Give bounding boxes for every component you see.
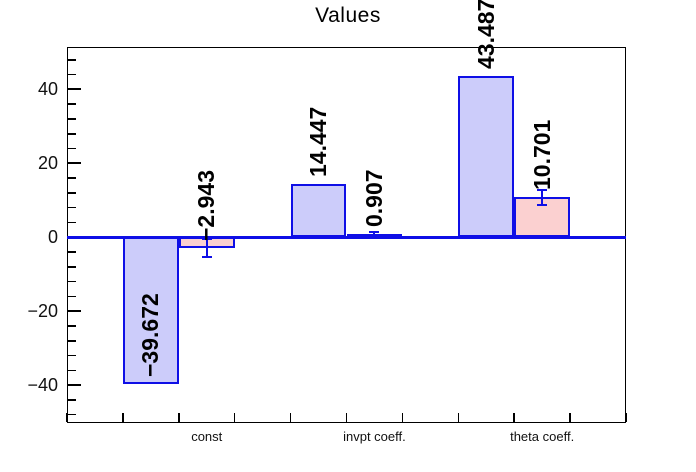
bar-value-label: −2.943 <box>193 169 220 241</box>
chart-title: Values <box>315 4 381 27</box>
error-bar <box>541 190 544 205</box>
bar-blue <box>290 183 347 238</box>
x-category-label: const <box>191 429 223 444</box>
error-bar-cap-top <box>369 231 380 234</box>
x-tick <box>625 413 627 422</box>
x-category-label: theta coeff. <box>510 429 575 444</box>
y-minor-tick <box>68 118 76 120</box>
y-minor-tick <box>68 147 76 150</box>
y-minor-tick <box>68 413 76 416</box>
y-minor-tick <box>68 340 76 342</box>
plot-frame <box>67 47 626 423</box>
y-minor-tick <box>68 295 76 298</box>
bar-blue <box>122 237 179 384</box>
error-bar-cap-top <box>201 238 212 241</box>
x-tick <box>569 413 571 422</box>
y-tick-label: −20 <box>27 300 58 321</box>
y-major-tick <box>68 162 81 164</box>
bar-value-label: 43.487 <box>472 0 499 70</box>
error-bar-cap-bottom <box>369 234 380 237</box>
x-tick <box>289 413 292 422</box>
y-tick-label: −40 <box>27 374 58 395</box>
y-minor-tick <box>68 399 76 401</box>
error-bar <box>373 232 376 236</box>
y-minor-tick <box>68 266 76 268</box>
y-minor-tick <box>68 59 76 61</box>
y-minor-tick <box>68 103 76 105</box>
y-minor-tick <box>68 206 76 209</box>
bar-blue <box>458 76 515 238</box>
bar-value-label: 10.701 <box>528 120 555 191</box>
x-tick <box>233 413 236 422</box>
y-minor-tick <box>68 325 76 327</box>
y-major-tick <box>68 88 81 90</box>
bar-value-label: 0.907 <box>360 169 387 227</box>
y-minor-tick <box>68 177 76 179</box>
error-bar <box>205 239 208 257</box>
x-tick <box>122 413 124 422</box>
bar-value-label: 14.447 <box>305 106 332 177</box>
y-minor-tick <box>68 369 76 372</box>
y-minor-tick <box>68 251 76 253</box>
y-minor-tick <box>68 221 76 224</box>
y-minor-tick <box>68 192 76 194</box>
y-minor-tick <box>68 73 76 76</box>
y-major-tick <box>68 384 81 386</box>
y-minor-tick <box>68 133 76 135</box>
error-bar-cap-bottom <box>201 255 212 258</box>
y-tick-label: 0 <box>47 227 58 248</box>
x-tick <box>345 413 348 422</box>
error-bar-cap-bottom <box>537 203 548 206</box>
y-major-tick <box>68 310 81 312</box>
zero-line <box>67 235 626 239</box>
y-minor-tick <box>68 280 76 283</box>
x-category-label: invpt coeff. <box>343 429 406 444</box>
error-bar-cap-top <box>537 189 548 192</box>
y-minor-tick <box>68 354 76 357</box>
x-tick <box>66 413 68 422</box>
x-tick <box>457 413 460 422</box>
x-tick <box>513 413 515 422</box>
x-tick <box>401 413 404 422</box>
x-tick <box>178 413 180 422</box>
bar-value-label: −39.672 <box>137 292 164 377</box>
y-tick-label: 40 <box>37 79 58 100</box>
y-tick-label: 20 <box>37 153 58 174</box>
